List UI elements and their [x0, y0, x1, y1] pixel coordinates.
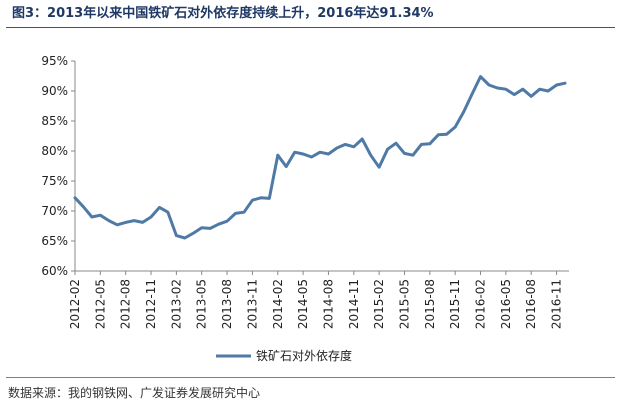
- x-tick-label: 2016-11: [550, 279, 564, 329]
- y-tick-label: 60%: [41, 264, 68, 278]
- x-tick-label: 2016-05: [499, 279, 513, 329]
- x-tick-label: 2014-11: [347, 279, 361, 329]
- x-tick-label: 2013-02: [169, 279, 183, 329]
- title-divider: [6, 27, 615, 28]
- x-tick-label: 2015-05: [397, 279, 411, 329]
- y-tick-label: 70%: [41, 204, 68, 218]
- y-tick-label: 95%: [41, 54, 68, 68]
- x-tick-label: 2015-08: [423, 279, 437, 329]
- y-tick-label: 90%: [41, 84, 68, 98]
- footer-divider: [6, 377, 615, 378]
- x-tick-label: 2013-11: [245, 279, 259, 329]
- y-tick-label: 80%: [41, 144, 68, 158]
- x-tick-label: 2016-02: [474, 279, 488, 329]
- legend-label: 铁矿石对外依存度: [256, 348, 352, 363]
- x-tick-label: 2014-05: [296, 279, 310, 329]
- data-source-note: 数据来源：我的钢铁网、广发证券发展研究中心: [8, 386, 261, 400]
- x-tick-label: 2012-08: [119, 279, 133, 329]
- x-tick-label: 2013-05: [195, 279, 209, 329]
- x-tick-label: 2016-08: [524, 279, 538, 329]
- y-tick-label: 65%: [41, 234, 68, 248]
- x-tick-label: 2012-02: [68, 279, 82, 329]
- y-tick-label: 75%: [41, 174, 68, 188]
- x-tick-label: 2014-08: [321, 279, 335, 329]
- x-tick-label: 2013-08: [220, 279, 234, 329]
- x-tick-label: 2015-02: [372, 279, 386, 329]
- x-tick-label: 2012-05: [93, 279, 107, 329]
- y-tick-label: 85%: [41, 114, 68, 128]
- series-line: [73, 75, 567, 240]
- x-tick-label: 2012-11: [144, 279, 158, 329]
- x-tick-label: 2014-02: [271, 279, 285, 329]
- x-tick-label: 2015-11: [448, 279, 462, 329]
- chart-title: 图3：2013年以来中国铁矿石对外依存度持续上升，2016年达91.34%: [12, 6, 434, 21]
